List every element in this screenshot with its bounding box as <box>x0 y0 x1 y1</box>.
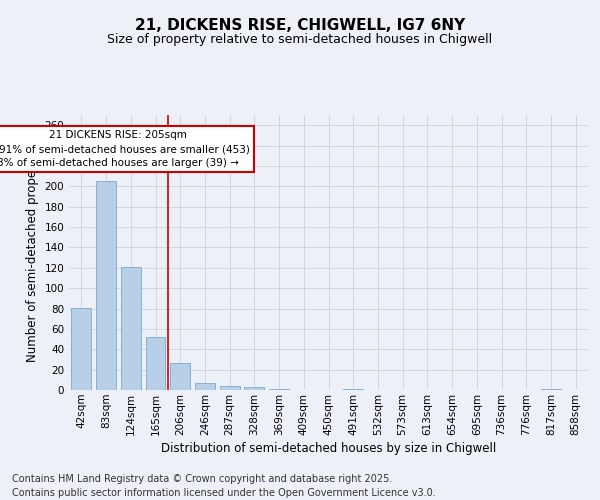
Y-axis label: Number of semi-detached properties: Number of semi-detached properties <box>26 143 39 362</box>
Bar <box>269 389 289 390</box>
Bar <box>121 267 140 390</box>
Text: 21, DICKENS RISE, CHIGWELL, IG7 6NY: 21, DICKENS RISE, CHIGWELL, IG7 6NY <box>135 18 465 32</box>
Bar <box>195 383 215 390</box>
Text: Contains HM Land Registry data © Crown copyright and database right 2025.
Contai: Contains HM Land Registry data © Crown c… <box>12 474 436 498</box>
Bar <box>343 389 363 390</box>
Bar <box>146 337 166 390</box>
Bar <box>96 181 116 390</box>
Bar <box>170 362 190 390</box>
Bar <box>220 386 239 390</box>
X-axis label: Distribution of semi-detached houses by size in Chigwell: Distribution of semi-detached houses by … <box>161 442 496 455</box>
Text: Size of property relative to semi-detached houses in Chigwell: Size of property relative to semi-detach… <box>107 32 493 46</box>
Bar <box>71 308 91 390</box>
Text: 21 DICKENS RISE: 205sqm
← 91% of semi-detached houses are smaller (453)
8% of se: 21 DICKENS RISE: 205sqm ← 91% of semi-de… <box>0 130 250 168</box>
Bar <box>541 389 561 390</box>
Bar <box>244 387 264 390</box>
